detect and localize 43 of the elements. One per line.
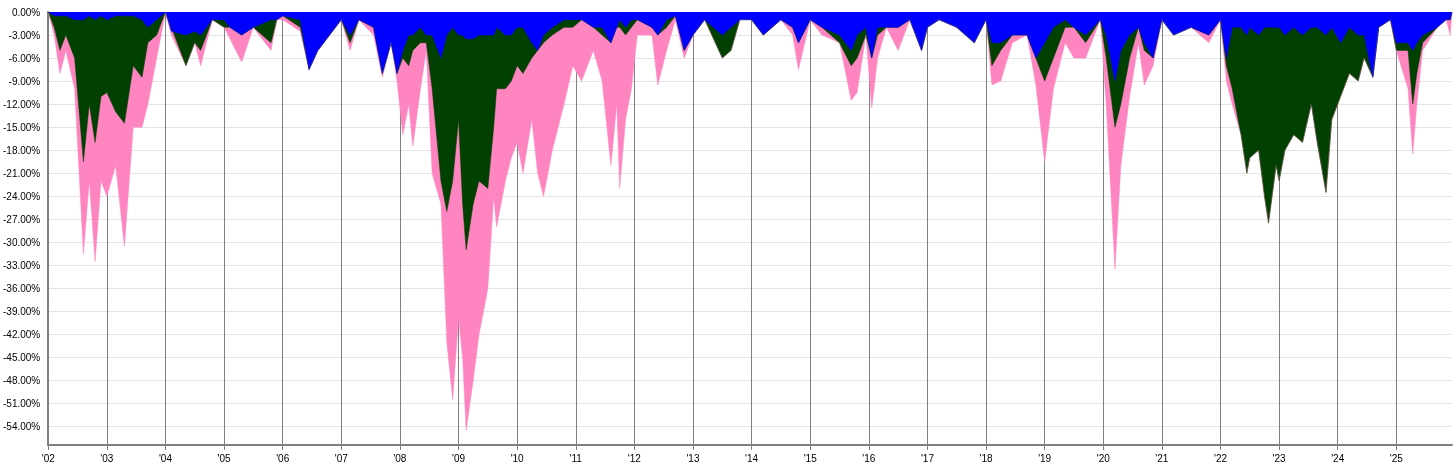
x-tick-label: '20 — [1096, 452, 1111, 464]
y-tick-label: -9.00% — [8, 75, 41, 87]
x-tick-label: '17 — [920, 452, 935, 464]
y-tick-label: -27.00% — [3, 213, 41, 225]
y-tick-label: -3.00% — [8, 29, 41, 41]
y-tick-label: -42.00% — [3, 328, 41, 340]
x-tick-label: '05 — [217, 452, 232, 464]
y-tick-label: -39.00% — [3, 305, 41, 317]
x-tick-label: '14 — [745, 452, 759, 464]
y-tick-label: -33.00% — [3, 259, 41, 271]
x-tick-label: '06 — [276, 452, 290, 464]
y-tick-label: -18.00% — [3, 144, 41, 156]
x-tick-label: '12 — [627, 452, 642, 464]
y-tick-label: -51.00% — [3, 398, 41, 410]
y-tick-label: -30.00% — [3, 236, 41, 248]
x-tick-label: '19 — [1038, 452, 1052, 464]
x-tick-label: '08 — [393, 452, 407, 464]
x-tick-label: '09 — [452, 452, 466, 464]
x-tick-label: '22 — [1213, 452, 1228, 464]
x-tick-label: '15 — [803, 452, 818, 464]
x-tick-label: '02 — [41, 452, 56, 464]
x-tick-label: '07 — [334, 452, 349, 464]
x-tick-label: '16 — [862, 452, 876, 464]
y-tick-label: -15.00% — [3, 121, 41, 133]
x-tick-label: '03 — [100, 452, 114, 464]
x-tick-label: '10 — [510, 452, 525, 464]
x-tick-label: '24 — [1331, 452, 1345, 464]
y-tick-label: 0.00% — [11, 6, 41, 18]
y-tick-label: -6.00% — [8, 52, 41, 64]
x-tick-label: '25 — [1389, 452, 1404, 464]
y-tick-label: -12.00% — [3, 98, 41, 110]
y-tick-label: -24.00% — [3, 190, 41, 202]
y-tick-label: -54.00% — [3, 421, 41, 433]
y-tick-label: -21.00% — [3, 167, 41, 179]
y-tick-label: -45.00% — [3, 351, 41, 363]
x-tick-label: '23 — [1272, 452, 1287, 464]
y-tick-label: -36.00% — [3, 282, 41, 294]
x-tick-label: '11 — [569, 452, 583, 464]
x-tick-label: '13 — [686, 452, 700, 464]
x-tick-label: '21 — [1155, 452, 1169, 464]
y-tick-label: -48.00% — [3, 375, 41, 387]
x-tick-label: '18 — [979, 452, 993, 464]
x-tick-label: '04 — [158, 452, 173, 464]
